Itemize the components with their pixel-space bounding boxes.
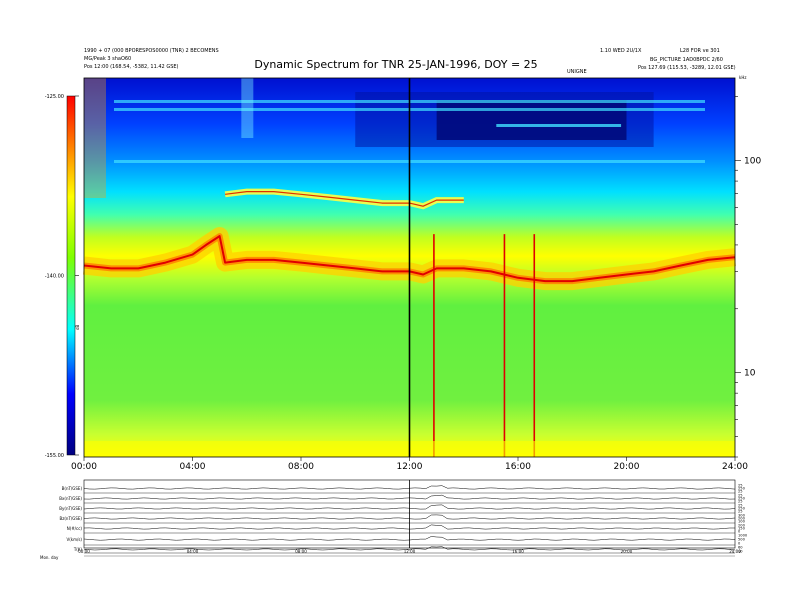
panel-label: Bz(nT/GSE) [60, 516, 83, 521]
colorbar-tick-label: -125.00 [45, 94, 64, 100]
bottom-tick-label: 20:00 [621, 549, 633, 554]
panel-scale-label: 25 [738, 494, 743, 498]
panel-scale-label: 250 [738, 497, 746, 501]
panel-scale-label: 0 [738, 530, 741, 534]
right-info-line-4: Pos 127.69 (115.53, -3289, 12.01 GSE) [638, 65, 736, 71]
panel-scale-label: 100 [738, 520, 746, 524]
panel-label: T(K) [73, 547, 83, 552]
bottom-tick-label: 00:00 [78, 549, 90, 554]
x-tick-label: 04:00 [180, 462, 206, 472]
colorbar-tick-label: -140.00 [45, 274, 64, 280]
center-small-label: UNIGNE [567, 69, 587, 75]
y-tick-label: 100 [744, 157, 761, 167]
panel-scale-label: 200 [738, 524, 746, 528]
panel-scale-label: 200 [738, 517, 746, 521]
left-info-line-2: MG/Peak 3 shaO60 [84, 56, 132, 62]
x-tick-label: 00:00 [71, 462, 97, 472]
right-info-line-3: BG_PICTURE 1AD0BPDC 2/60 [650, 57, 723, 63]
x-tick-label: 08:00 [288, 462, 314, 472]
burst-region [241, 78, 254, 138]
panel-scale-label: 25 [738, 510, 743, 514]
x-tick-label: 20:00 [614, 462, 640, 472]
panel-scale-label: 150 [738, 527, 746, 531]
panel-scale-label: 250 [738, 487, 746, 491]
burst-region [84, 78, 106, 198]
colorbar [66, 95, 76, 456]
interference-line [496, 124, 622, 127]
y-unit-label: kHz [739, 75, 746, 80]
harmonic-line [225, 191, 464, 207]
plasma-line [83, 235, 736, 283]
colorbar-label: dB [75, 324, 80, 330]
panel-scale-label: 300 [738, 514, 746, 518]
panel-scale-label: 25 [738, 500, 743, 504]
right-info-line-2: L28 FOR ve 301 [680, 48, 720, 54]
panel-label: Bx(nT/GSE) [59, 496, 82, 501]
panel-label: B(nT/GSE) [62, 486, 83, 491]
bottom-extra-label: Mon. day [40, 555, 59, 560]
x-tick-label: 16:00 [505, 462, 531, 472]
x-tick-label: 24:00 [722, 462, 748, 472]
bottom-tick-label: 12:00 [404, 549, 416, 554]
y-tick-label: 10 [744, 369, 756, 379]
bottom-tick-label: 08:00 [295, 549, 307, 554]
panel-label: N(#/cc) [67, 526, 83, 531]
panel-scale-label: 0 [738, 542, 741, 546]
panel-trace [83, 546, 736, 551]
panel-scale-label: 25 [738, 490, 743, 494]
x-tick-label: 12:00 [397, 462, 423, 472]
panel-scale-label: 250 [738, 507, 746, 511]
left-info-line-3: Pos 12:00 (168.54, -5382, 11.42 GSE) [84, 64, 179, 70]
panel-label: By(nT/GSE) [59, 506, 82, 511]
left-info-line-1: 1990 + 07 (000 BPORESPOS0000 (TNR) 2 BEC… [84, 48, 219, 54]
bottom-tick-label: 16:00 [512, 549, 524, 554]
panel-label: V(km/s) [66, 537, 82, 542]
panel-scale-label: 25 [738, 504, 743, 508]
panel-scale-label: 1000 [738, 534, 748, 538]
panel-scale-label: 500 [738, 538, 746, 542]
bottom-tick-label: 24:00 [729, 549, 741, 554]
page-title: Dynamic Spectrum for TNR 25-JAN-1996, DO… [254, 58, 538, 71]
bottom-tick-label: 04:00 [187, 549, 199, 554]
right-info-line-1: 1.10 WED 2U/1X [600, 48, 642, 54]
panel-scale-label: 10 [738, 550, 743, 554]
plot-frame [83, 77, 736, 458]
panel-scale-label: 25 [738, 484, 743, 488]
panel-scale-label: 60 [738, 546, 743, 550]
colorbar-tick-label: -155.00 [45, 453, 64, 459]
